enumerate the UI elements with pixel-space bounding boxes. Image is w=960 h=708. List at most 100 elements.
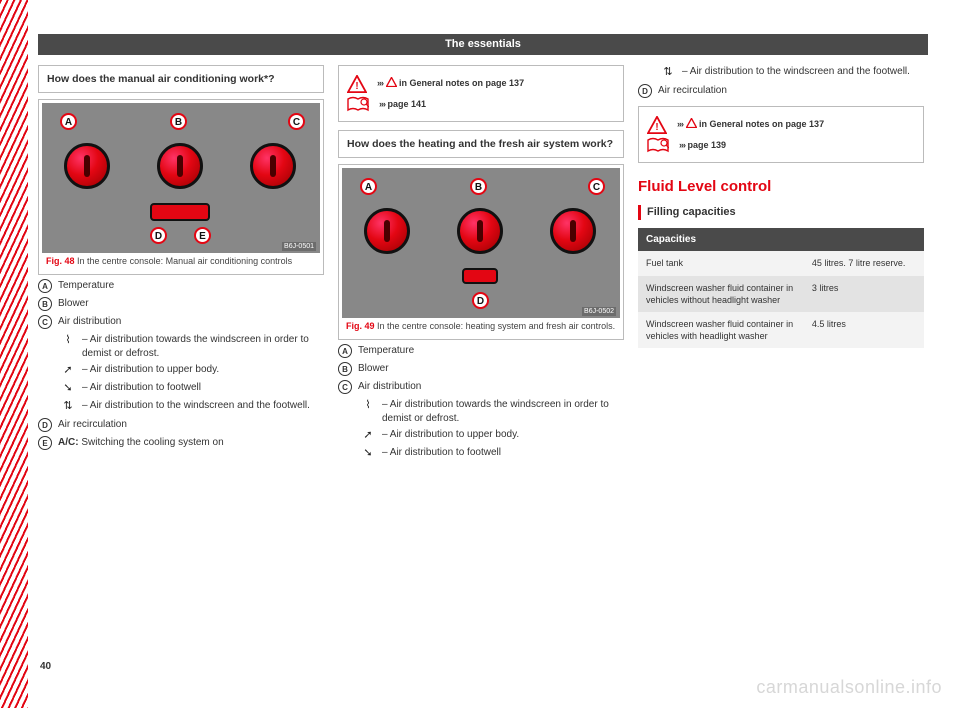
figure-49-id: B6J-0502: [582, 307, 616, 316]
column-3: ⇅ – Air distribution to the windscreen a…: [638, 65, 924, 464]
item-c-2-text: Air distribution: [358, 380, 421, 394]
note-warning-label-3: in General notes on page 137: [699, 119, 824, 129]
letter-d-3: D: [638, 84, 652, 98]
subitem-2-2-text: – Air distribution to upper body.: [382, 428, 519, 442]
subitem-4-text: – Air distribution to the windscreen and…: [82, 399, 310, 413]
windscreen-footwell-icon-3: ⇅: [660, 65, 676, 80]
marker-d: D: [150, 227, 167, 244]
note-page-text: ››› page 141: [379, 98, 426, 110]
letter-b: B: [38, 297, 52, 311]
note-box-3: ! ››› in General notes on page 137: [638, 106, 924, 163]
table-header: Capacities: [638, 228, 924, 252]
subitem-4: ⇅ – Air distribution to the windscreen a…: [60, 399, 324, 414]
letter-a: A: [38, 279, 52, 293]
upper-body-icon-2: ➚: [360, 428, 376, 443]
subitem-3-text: – Air distribution to footwell: [82, 381, 201, 395]
note-warning-label: in General notes on page 137: [399, 78, 524, 88]
item-e-prefix: A/C:: [58, 437, 79, 448]
subitem-2-text: – Air distribution to upper body.: [82, 363, 219, 377]
dial-b-2: [457, 208, 503, 254]
note-warning-row-3: ! ››› in General notes on page 137: [647, 116, 915, 134]
item-d-3: D Air recirculation: [638, 84, 924, 98]
subitem-1-2: ⌇ – Air distribution towards the windscr…: [360, 398, 624, 425]
windscreen-footwell-icon: ⇅: [60, 399, 76, 414]
column-2: ! ››› in General notes on page 137: [338, 65, 624, 464]
section-subtitle-filling: Filling capacities: [638, 205, 924, 220]
dial-c: [250, 143, 296, 189]
table-cell-label: Windscreen washer fluid container in veh…: [638, 276, 804, 312]
section-title-heating: How does the heating and the fresh air s…: [338, 130, 624, 158]
center-button-2: [462, 268, 498, 284]
note-page-row-3: ››› page 139: [647, 137, 915, 153]
item-d-3-text: Air recirculation: [658, 84, 727, 98]
section-heading-fluid: Fluid Level control: [638, 177, 924, 197]
figure-49-caption-text: In the centre console: heating system an…: [377, 321, 615, 331]
figure-48-id: B6J-0501: [282, 242, 316, 251]
page-edge-stripes: [0, 0, 28, 708]
note-page-label: page 141: [388, 99, 427, 109]
item-b: B Blower: [38, 297, 324, 311]
warning-icon-3: !: [647, 116, 667, 134]
item-b-2-text: Blower: [358, 362, 389, 376]
letter-e: E: [38, 436, 52, 450]
item-e-suffix: Switching the cooling system on: [79, 437, 224, 448]
inline-warning-icon: [386, 77, 397, 90]
table-cell-value: 3 litres: [804, 276, 924, 312]
subitem-top-3-text: – Air distribution to the windscreen and…: [682, 65, 910, 79]
letter-d: D: [38, 418, 52, 432]
item-a-2-text: Temperature: [358, 344, 414, 358]
marker-b-2: B: [470, 178, 487, 195]
table-cell-label: Fuel tank: [638, 251, 804, 275]
table-row: Windscreen washer fluid container in veh…: [638, 312, 924, 348]
item-a-2: A Temperature: [338, 344, 624, 358]
note-page-label-3: page 139: [688, 140, 727, 150]
item-b-text: Blower: [58, 297, 89, 311]
item-d-text: Air recirculation: [58, 418, 127, 432]
marker-c-2: C: [588, 178, 605, 195]
subitem-2-2: ➚ – Air distribution to upper body.: [360, 428, 624, 443]
subitem-top-3: ⇅ – Air distribution to the windscreen a…: [660, 65, 924, 80]
note-page-text-3: ››› page 139: [679, 139, 726, 151]
item-c-text: Air distribution: [58, 315, 121, 329]
columns: How does the manual air conditioning wor…: [38, 65, 928, 464]
letter-a-2: A: [338, 344, 352, 358]
subitem-2: ➚ – Air distribution to upper body.: [60, 363, 324, 378]
subitem-3: ➘ – Air distribution to footwell: [60, 381, 324, 396]
upper-body-icon: ➚: [60, 363, 76, 378]
letter-b-2: B: [338, 362, 352, 376]
watermark: carmanualsonline.info: [756, 677, 942, 698]
item-a: A Temperature: [38, 279, 324, 293]
item-b-2: B Blower: [338, 362, 624, 376]
figure-48-image: A B C D E B6J-0501: [42, 103, 320, 253]
figure-49-number: Fig. 49: [346, 321, 375, 331]
subitem-1-2-text: – Air distribution towards the windscree…: [382, 398, 624, 425]
letter-c: C: [38, 315, 52, 329]
section-title-manual-ac: How does the manual air conditioning wor…: [38, 65, 324, 93]
dial-a-2: [364, 208, 410, 254]
item-d: D Air recirculation: [38, 418, 324, 432]
figure-49-image: A B C D B6J-0502: [342, 168, 620, 318]
page-header: The essentials: [38, 34, 928, 55]
subitem-3-2-text: – Air distribution to footwell: [382, 446, 501, 460]
marker-e: E: [194, 227, 211, 244]
note-box-1: ! ››› in General notes on page 137: [338, 65, 624, 122]
table-header-row: Capacities: [638, 228, 924, 252]
table-row: Fuel tank 45 litres. 7 litre reserve.: [638, 251, 924, 275]
item-c-2: C Air distribution: [338, 380, 624, 394]
figure-48-number: Fig. 48: [46, 256, 75, 266]
item-e: E A/C: Switching the cooling system on: [38, 436, 324, 450]
page-content: The essentials How does the manual air c…: [38, 34, 928, 674]
triple-arrow-2: ›››: [379, 99, 385, 109]
inline-warning-icon-3: [686, 118, 697, 131]
subitem-3-2: ➘ – Air distribution to footwell: [360, 446, 624, 461]
figure-48-caption-text: In the centre console: Manual air condit…: [77, 256, 292, 266]
book-icon: [347, 96, 369, 112]
item-a-text: Temperature: [58, 279, 114, 293]
figure-49-frame: A B C D B6J-0502 Fig. 49 In the centre c…: [338, 164, 624, 340]
dial-b: [157, 143, 203, 189]
defrost-icon: ⌇: [60, 333, 76, 348]
svg-text:!: !: [355, 81, 358, 92]
note-warning-text-3: ››› in General notes on page 137: [677, 118, 824, 131]
note-warning-row: ! ››› in General notes on page 137: [347, 75, 615, 93]
center-buttons: [150, 203, 210, 221]
